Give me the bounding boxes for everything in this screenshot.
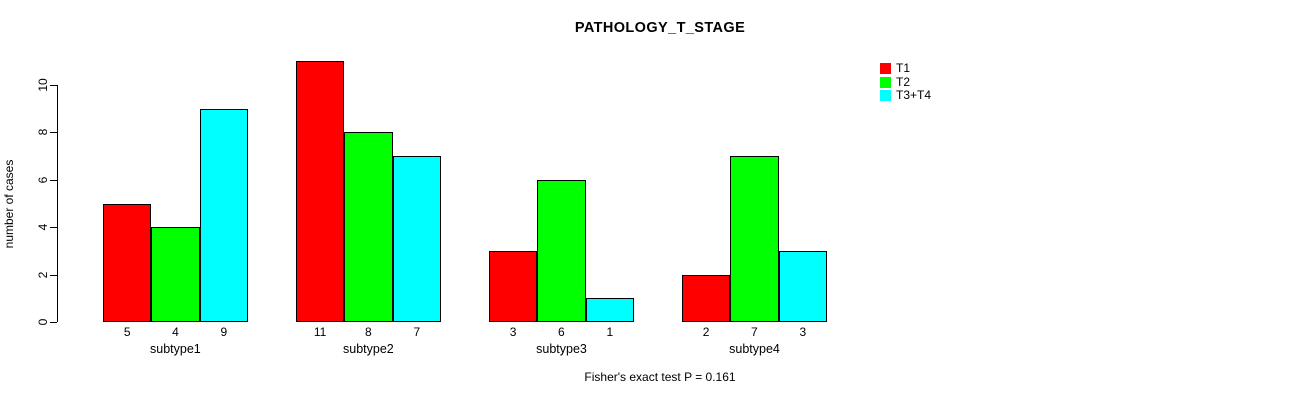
y-tick-8 [50, 132, 57, 134]
bar-subtype1-T2 [151, 227, 200, 322]
legend-swatch-icon [880, 90, 891, 102]
y-tick-label-4: 4 [36, 223, 50, 231]
bar-subtype3-T1 [489, 250, 538, 322]
bar-value-subtype1-T2: 4 [172, 325, 179, 339]
legend-swatch-icon [880, 76, 891, 88]
legend-label: T1 [896, 61, 911, 75]
y-tick-label-2: 2 [36, 271, 50, 278]
bar-subtype2-T1 [296, 61, 345, 322]
bar-subtype1-T3+T4 [199, 108, 248, 322]
y-tick-6 [50, 179, 57, 181]
bar-subtype1-T1 [103, 203, 152, 322]
bar-value-subtype4-T3+T4: 3 [799, 325, 807, 339]
y-tick-0 [50, 322, 57, 323]
y-tick-4 [50, 227, 57, 229]
legend-label: T3+T4 [896, 88, 932, 102]
x-category-label-subtype4: subtype4 [729, 342, 780, 356]
bar-value-subtype2-T1: 11 [313, 325, 327, 339]
bar-value-subtype3-T3+T4: 1 [606, 325, 614, 339]
bar-value-subtype4-T2: 7 [751, 325, 758, 339]
legend-item-T2: T2 [880, 74, 931, 90]
bar-subtype3-T2 [537, 179, 586, 322]
y-tick-10 [50, 85, 57, 86]
y-tick-label-6: 6 [36, 176, 50, 184]
bar-subtype2-T3+T4 [392, 156, 441, 322]
legend: T1 T2 T3+T4 [880, 61, 932, 103]
bar-value-subtype3-T2: 6 [558, 325, 565, 339]
bar-value-subtype3-T1: 3 [509, 325, 517, 339]
bar-value-subtype1-T3+T4: 9 [220, 325, 228, 339]
legend-item-T3+T4: T3+T4 [880, 88, 932, 103]
footer-note: Fisher's exact test P = 0.161 [584, 370, 736, 384]
bar-value-subtype4-T1: 2 [702, 325, 710, 339]
bar-subtype4-T3+T4 [778, 250, 827, 322]
bar-subtype2-T2 [344, 132, 393, 322]
y-tick-label-0: 0 [36, 318, 50, 326]
x-category-label-subtype2: subtype2 [343, 342, 394, 356]
legend-item-T1: T1 [880, 61, 931, 76]
bar-subtype3-T3+T4 [585, 298, 634, 322]
bar-value-subtype2-T2: 8 [365, 325, 372, 339]
legend-swatch-icon [880, 63, 891, 75]
x-category-label-subtype3: subtype3 [536, 342, 587, 356]
y-tick-2 [50, 274, 57, 276]
bar-subtype4-T1 [682, 274, 731, 322]
y-axis-label: number of cases [2, 159, 16, 249]
chart-title: PATHOLOGY_T_STAGE [574, 20, 746, 36]
y-tick-label-8: 8 [36, 129, 50, 136]
x-category-label-subtype1: subtype1 [150, 342, 201, 356]
y-tick-label-10: 10 [36, 78, 50, 92]
bar-subtype4-T2 [730, 156, 779, 322]
legend-label: T2 [896, 74, 911, 89]
bar-value-subtype2-T3+T4: 7 [413, 325, 421, 339]
y-axis-line [57, 85, 58, 322]
bar-value-subtype1-T1: 5 [123, 325, 131, 339]
